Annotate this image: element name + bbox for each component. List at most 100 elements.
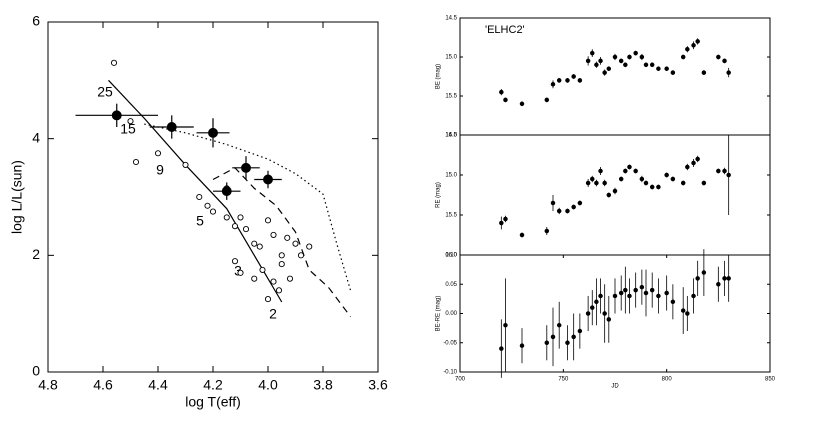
data-point bbox=[585, 180, 591, 186]
data-point bbox=[565, 340, 570, 346]
model-track bbox=[144, 123, 352, 291]
y-tick-label: 0.10 bbox=[445, 253, 457, 259]
y-tick-label: 15.0 bbox=[445, 55, 457, 61]
data-point bbox=[716, 168, 721, 174]
data-point bbox=[691, 293, 696, 299]
data-point bbox=[722, 58, 727, 64]
data-point bbox=[251, 275, 258, 282]
model-track bbox=[108, 79, 283, 303]
x-tick-label: 700 bbox=[455, 377, 466, 383]
data-point bbox=[627, 54, 632, 60]
data-point bbox=[503, 322, 508, 328]
y-tick-label: 4 bbox=[32, 129, 40, 145]
data-point bbox=[231, 223, 239, 230]
data-point bbox=[716, 54, 721, 60]
data-point bbox=[695, 39, 700, 44]
data-point bbox=[685, 311, 690, 316]
y-tick-label: 0.00 bbox=[445, 311, 457, 317]
x-tick-label: 800 bbox=[662, 377, 673, 383]
mass-label: 2 bbox=[269, 306, 277, 322]
data-point bbox=[519, 343, 525, 348]
x-tick-label: 850 bbox=[765, 377, 776, 383]
data-point bbox=[633, 50, 638, 56]
data-point bbox=[623, 168, 628, 174]
data-point bbox=[670, 70, 676, 75]
data-point bbox=[204, 202, 211, 209]
y-tick-label: 0 bbox=[32, 363, 40, 379]
data-point bbox=[594, 180, 599, 186]
y-tick-label: -0.10 bbox=[443, 370, 457, 376]
data-point bbox=[691, 160, 696, 166]
data-point bbox=[716, 282, 721, 287]
data-point bbox=[594, 299, 599, 305]
mass-label: 25 bbox=[97, 84, 113, 100]
data-point bbox=[606, 66, 612, 71]
data-point bbox=[242, 226, 250, 233]
y-tick-label: 0.05 bbox=[445, 282, 457, 288]
data-point bbox=[643, 180, 649, 186]
model-track bbox=[212, 167, 351, 317]
data-point bbox=[726, 276, 731, 281]
y-axis-label: log L/L(sun) bbox=[9, 160, 25, 234]
data-point bbox=[602, 311, 607, 316]
data-point bbox=[594, 62, 599, 68]
data-point bbox=[618, 58, 624, 64]
data-point bbox=[701, 70, 707, 75]
mass-label: 5 bbox=[196, 213, 204, 229]
data-point bbox=[284, 234, 291, 241]
data-point bbox=[275, 287, 283, 294]
data-point bbox=[618, 176, 624, 182]
data-point bbox=[550, 200, 556, 206]
x-tick-label: 3.8 bbox=[313, 377, 333, 393]
y-tick-label: 15.5 bbox=[445, 94, 457, 100]
data-point bbox=[633, 168, 638, 174]
data-point bbox=[519, 232, 525, 238]
x-tick-label: 750 bbox=[558, 377, 569, 383]
data-point bbox=[685, 164, 690, 170]
data-point bbox=[565, 208, 570, 214]
data-point bbox=[237, 214, 244, 221]
y-tick-label: 6 bbox=[32, 13, 40, 29]
y-tick-label: 16.0 bbox=[445, 133, 457, 139]
data-point bbox=[499, 220, 504, 226]
data-point bbox=[544, 97, 550, 103]
data-point bbox=[722, 168, 727, 174]
x-tick-label: 4.8 bbox=[38, 377, 58, 393]
data-point bbox=[556, 322, 562, 328]
data-point bbox=[127, 118, 134, 125]
data-point bbox=[623, 287, 628, 293]
data-point bbox=[701, 270, 707, 275]
data-point bbox=[664, 66, 669, 71]
data-point bbox=[691, 43, 696, 48]
data-point bbox=[264, 217, 272, 224]
data-point bbox=[590, 305, 595, 310]
data-point bbox=[722, 276, 727, 281]
y-tick-label: 14.5 bbox=[445, 133, 457, 139]
data-point bbox=[544, 228, 550, 234]
data-point bbox=[196, 193, 203, 201]
data-point bbox=[499, 346, 504, 351]
x-tick-label: 4.2 bbox=[203, 377, 223, 393]
data-point bbox=[270, 231, 277, 238]
y-tick-label: 15.0 bbox=[445, 173, 457, 179]
x-tick-label: 4.4 bbox=[148, 377, 168, 393]
data-point bbox=[241, 162, 251, 173]
data-point bbox=[297, 252, 305, 259]
data-point bbox=[221, 186, 232, 197]
data-point bbox=[726, 70, 731, 75]
y-tick-label: 14.5 bbox=[445, 16, 457, 22]
data-point bbox=[623, 62, 628, 68]
data-point bbox=[577, 78, 583, 83]
data-point bbox=[256, 243, 263, 250]
y-tick-label: 15.5 bbox=[445, 213, 457, 219]
data-point bbox=[639, 176, 645, 182]
mass-label: 3 bbox=[234, 263, 242, 279]
plot-frame bbox=[47, 21, 379, 373]
data-point bbox=[223, 214, 230, 221]
data-point bbox=[606, 192, 612, 198]
data-point bbox=[670, 176, 676, 182]
mass-label: 9 bbox=[156, 162, 164, 178]
panel-title: 'ELHC2' bbox=[485, 24, 525, 36]
y-tick-label: -0.05 bbox=[443, 340, 457, 346]
data-point bbox=[251, 240, 258, 247]
